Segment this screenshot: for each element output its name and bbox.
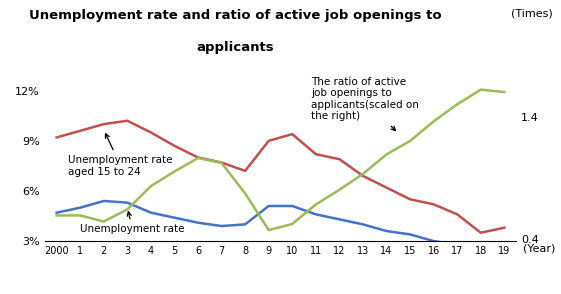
Text: Unemployment rate and ratio of active job openings to: Unemployment rate and ratio of active jo… — [29, 9, 442, 22]
Text: Unemployment rate
aged 15 to 24: Unemployment rate aged 15 to 24 — [68, 134, 173, 177]
Text: applicants: applicants — [197, 41, 274, 54]
Text: (Times): (Times) — [511, 9, 553, 19]
Text: (Year): (Year) — [523, 244, 555, 254]
Text: Unemployment rate: Unemployment rate — [80, 212, 185, 234]
Text: The ratio of active
job openings to
applicants(scaled on
the right): The ratio of active job openings to appl… — [311, 77, 419, 131]
